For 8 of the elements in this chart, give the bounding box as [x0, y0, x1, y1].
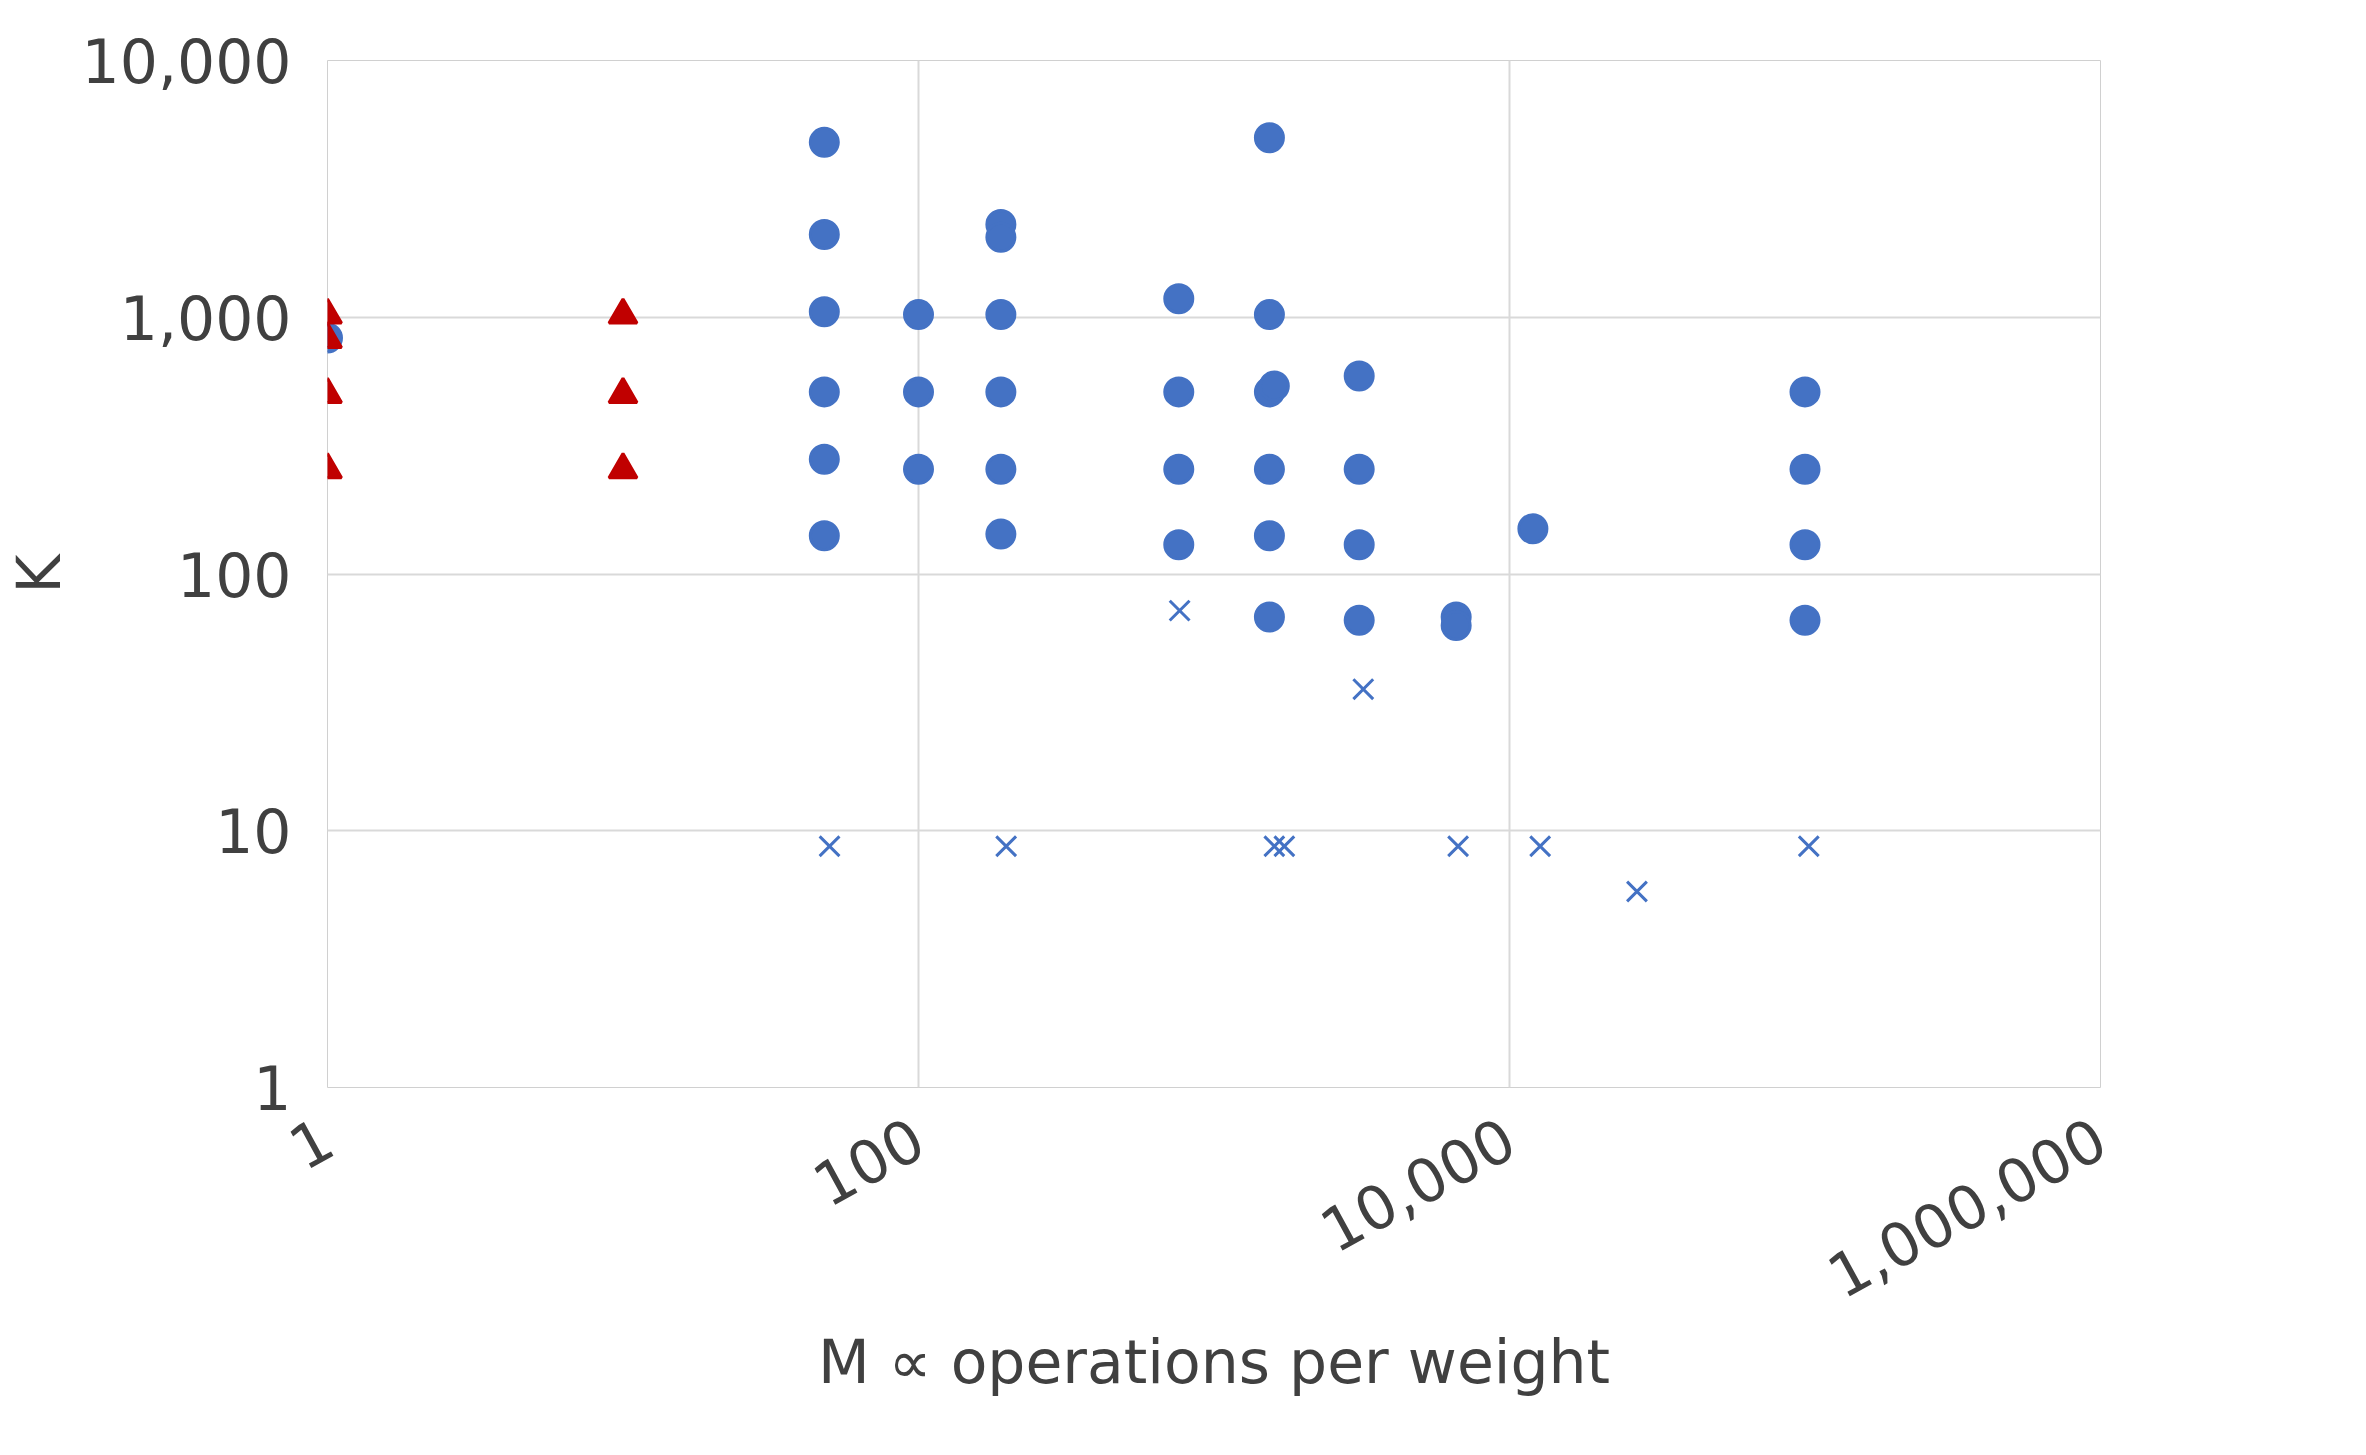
y-tick-label: 1: [253, 1054, 292, 1124]
x-tick-label: 100: [801, 1104, 937, 1221]
x-axis-title: M ∝ operations per weight: [817, 1327, 1611, 1398]
y-axis-title: K: [3, 552, 74, 594]
y-tick-label: 10: [215, 797, 292, 868]
y-tick-label: 10,000: [81, 27, 292, 97]
y-tick-label: 1,000: [119, 283, 292, 354]
y-tick-label: 100: [176, 540, 292, 611]
